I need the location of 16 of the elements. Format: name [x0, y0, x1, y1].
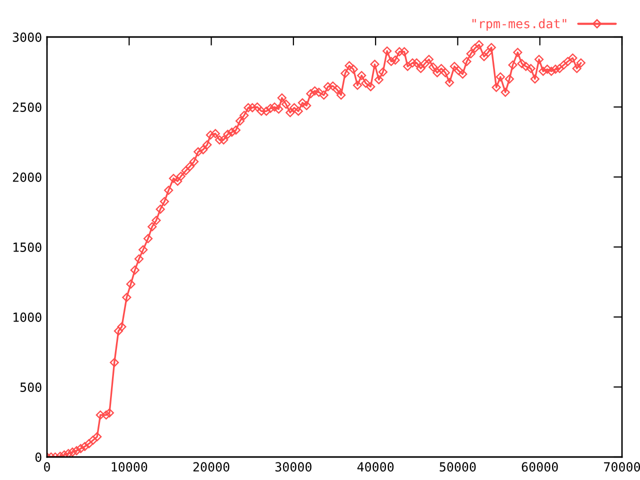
x-tick-label: 10000 [112, 462, 148, 472]
x-tick-label: 60000 [522, 462, 558, 472]
x-tick-label: 50000 [440, 462, 476, 472]
x-tick-label: 70000 [604, 462, 640, 472]
x-tick-label: 20000 [193, 462, 230, 472]
y-tick-label: 1500 [14, 242, 42, 252]
y-tick-label: 2500 [12, 102, 42, 112]
y-tick-label: 3000 [12, 32, 42, 42]
y-tick-label: 0 [35, 452, 42, 462]
y-tick-label: 500 [20, 382, 42, 392]
x-tick-label: 0 [44, 462, 50, 472]
legend-label: "rpm-mes.dat" [472, 18, 566, 31]
x-tick-label: 40000 [357, 462, 394, 472]
y-tick-label: 2000 [12, 172, 42, 182]
y-tick-label: 1000 [14, 312, 42, 322]
x-tick-label: 30000 [275, 462, 312, 472]
